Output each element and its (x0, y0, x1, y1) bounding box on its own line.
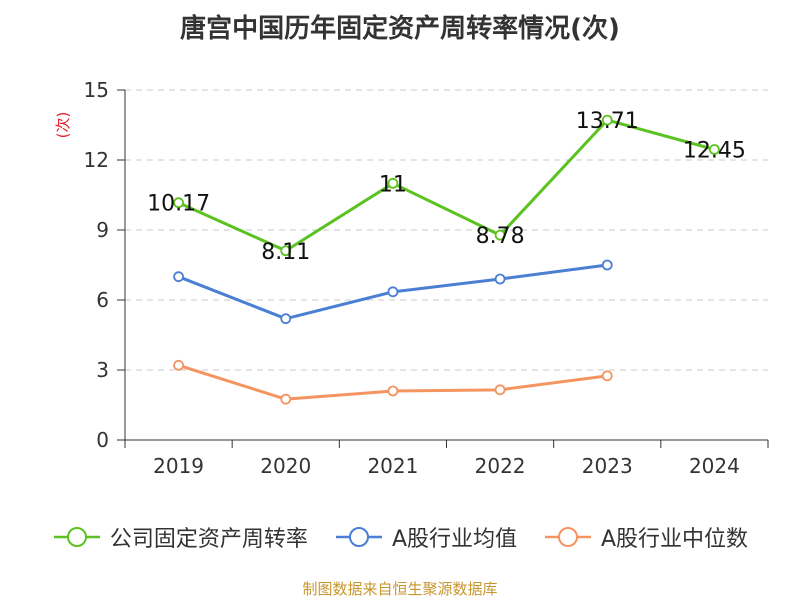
data-point (494, 273, 506, 285)
data-point (601, 114, 613, 126)
legend-item: A股行业中位数 (543, 522, 748, 552)
data-labels: 10.17 8.11 11 8.78 13.71 12.45 (147, 109, 746, 265)
x-tick-label: 2019 (153, 454, 204, 478)
legend-swatch-icon (335, 527, 382, 547)
data-point (387, 177, 399, 189)
data-label: 11 (379, 172, 407, 197)
legend-swatch-marker (558, 527, 578, 547)
data-point (601, 259, 613, 271)
data-point (280, 245, 292, 257)
data-point (280, 393, 292, 405)
data-point (709, 144, 720, 155)
data-label: 8.78 (476, 224, 525, 249)
legend-item: 公司固定资产周转率 (52, 522, 308, 552)
data-label: 13.71 (576, 109, 639, 134)
y-tick-label: 6 (96, 288, 109, 312)
x-tick-label: 2024 (689, 454, 740, 478)
legend-swatch-icon (53, 527, 100, 547)
grid-lines (125, 89, 768, 371)
y-tick-label: 3 (96, 358, 109, 382)
data-point (601, 370, 613, 382)
series-line (177, 118, 715, 253)
legend: 公司固定资产周转率 A股行业均值 A股行业中位数 (0, 522, 800, 552)
source-note: 制图数据来自恒生聚源数据库 (302, 580, 498, 598)
x-tick-label: 2022 (475, 454, 526, 478)
axes: 0 3 6 9 12 15 2019 2020 2021 2022 2023 2024 (次) (54, 78, 769, 478)
data-label: 10.17 (147, 192, 210, 217)
legend-swatch-marker (348, 527, 369, 547)
data-label: 12.45 (683, 139, 746, 164)
line-chart: 0 3 6 9 12 15 2019 2020 2021 2022 2023 2024 (次) 10.1… (54, 78, 769, 478)
data-point (387, 286, 399, 298)
series (173, 114, 720, 405)
legend-item: A股行业均值 (334, 522, 517, 552)
legend-swatch-marker (66, 527, 87, 547)
x-tick-label: 2023 (582, 454, 633, 478)
data-point (173, 197, 184, 209)
y-tick-label: 0 (96, 428, 109, 452)
y-tick-label: 12 (84, 148, 109, 172)
y-axis-label: (次) (54, 112, 72, 139)
legend-label: 公司固定资产周转率 (109, 527, 308, 552)
x-tick-label: 2020 (260, 454, 311, 478)
legend-label: A股行业中位数 (601, 527, 749, 552)
data-label: 8.11 (261, 240, 310, 265)
y-tick-label: 15 (84, 78, 109, 102)
chart-title: 唐宫中国历年固定资产周转率情况(次) (180, 14, 620, 44)
data-point (494, 384, 506, 396)
data-point (173, 271, 184, 283)
legend-swatch-icon (545, 527, 591, 547)
data-point (173, 359, 184, 371)
legend-label: A股行业均值 (391, 527, 517, 552)
y-tick-label: 9 (96, 218, 109, 242)
data-point (494, 229, 506, 241)
data-point (387, 385, 399, 397)
data-point (280, 313, 292, 325)
x-tick-label: 2021 (367, 454, 418, 478)
